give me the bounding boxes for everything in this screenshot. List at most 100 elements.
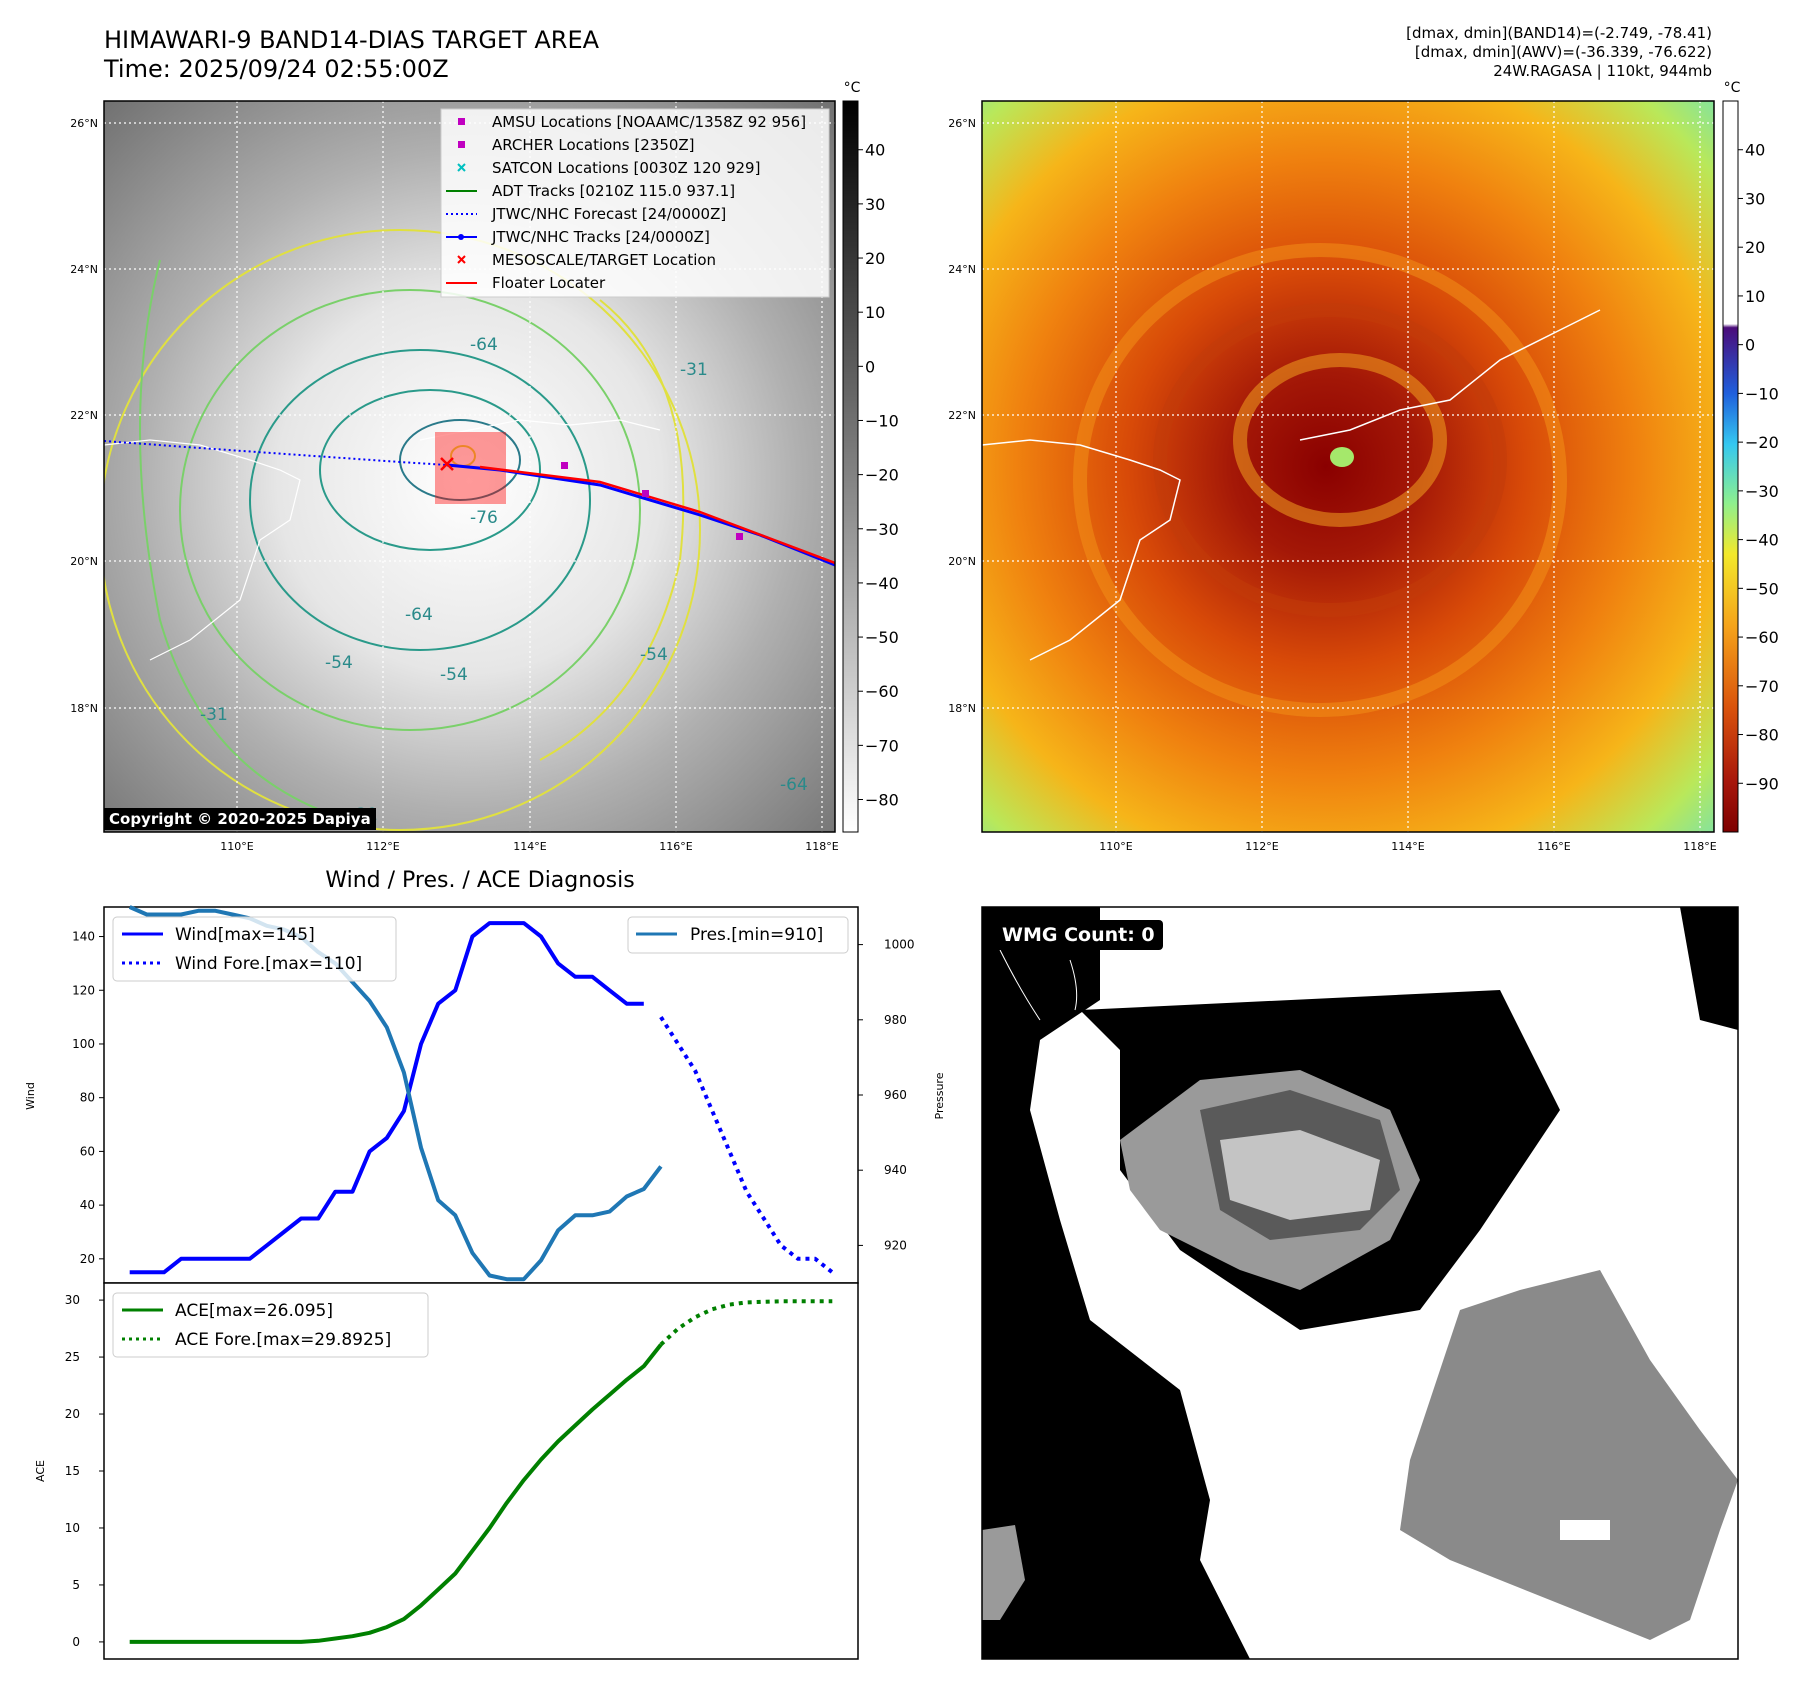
wind-tick: 140 [72,930,95,944]
ir-lon-label: 118°E [805,840,838,853]
ace-tick: 25 [65,1350,80,1364]
band14-cbar-tick: 10 [865,303,885,322]
pressure-tick: 960 [884,1088,907,1102]
band14-cbar-tick: 30 [865,195,885,214]
wmg-panel [982,907,1738,1659]
wmg-count-label: WMG Count: 0 [994,920,1163,950]
band14-cbar-tick: −70 [865,736,899,755]
track-legend: AMSU Locations [NOAAMC/1358Z 92 956] ARCH… [440,108,830,298]
awv-cbar-tick: −90 [1745,774,1779,793]
pressure-legend: Pres.[min=910] [627,916,849,954]
ace-tick: 0 [72,1635,80,1649]
contour-label: -64 [405,605,433,625]
ace-axis-label: ACE [34,1460,47,1482]
ace-fore-legend-label: ACE Fore.[max=29.8925] [175,1330,391,1350]
ir-lat-label: 20°N [70,555,98,568]
awv-lat-label: 22°N [948,409,976,422]
track-legend-label: JTWC/NHC Tracks [24/0000Z] [491,228,710,246]
wind-axis-label: Wind [24,1082,37,1110]
awv-map-labels: 26°N 24°N 22°N 20°N 18°N 110°E 112°E 114°E 116°E… [948,80,1740,853]
band14-cbar-tick: −20 [865,466,899,485]
band14-cbar-tick: −30 [865,520,899,539]
ace-tick: 30 [65,1293,80,1307]
ir-lon-label: 116°E [659,840,692,853]
awv-cbar-tick: 20 [1745,238,1765,257]
ir-lon-label: 110°E [220,840,253,853]
track-legend-label: AMSU Locations [NOAAMC/1358Z 92 956] [492,113,806,131]
ir-lon-label: 114°E [513,840,546,853]
awv-cbar-tick: −50 [1745,579,1779,598]
band14-cbar-tick: 40 [865,141,885,160]
copyright-label: Copyright © 2020-2025 Dapiya [104,808,376,830]
timeseries-ticks: 20 40 60 80 100 120 140 920 940 960 980 1000 0 5 10 15 2… [65,930,915,1649]
band14-cbar-tick: −40 [865,574,899,593]
pressure-axis-label: Pressure [933,1072,946,1119]
ir-unit-label: °C [844,80,861,96]
awv-cbar-tick: 0 [1745,336,1755,355]
track-legend-label: JTWC/NHC Forecast [24/0000Z] [491,205,726,223]
contour-label: -64 [780,775,808,795]
track-legend-label: MESOSCALE/TARGET Location [492,251,716,269]
awv-lat-label: 20°N [948,555,976,568]
ir-lat-label: 22°N [70,409,98,422]
contour-label: -31 [680,360,708,380]
awv-lon-label: 112°E [1245,840,1278,853]
track-legend-label: ADT Tracks [0210Z 115.0 937.1] [492,182,735,200]
pressure-tick: 920 [884,1238,907,1252]
ir-lat-label: 18°N [70,702,98,715]
track-legend-label: SATCON Locations [0030Z 120 929] [492,159,760,177]
band14-cbar-tick: −50 [865,628,899,647]
awv-lon-label: 114°E [1391,840,1424,853]
pressure-tick: 980 [884,1013,907,1027]
awv-range: [dmax, dmin](AWV)=(-36.339, -76.622) [1414,43,1712,61]
pressure-tick: 1000 [884,938,915,952]
band14-colorbar [842,100,859,833]
awv-cbar-tick: 30 [1745,189,1765,208]
awv-cbar-tick: −60 [1745,628,1779,647]
ace-line [129,1343,663,1644]
wind-tick: 100 [72,1037,95,1051]
awv-unit-label: °C [1724,80,1741,96]
pressure-line [128,905,663,1282]
contour-label: -54 [640,645,668,665]
awv-lat-label: 24°N [948,263,976,276]
contour-label: -76 [470,508,498,528]
wind-tick: 40 [80,1198,95,1212]
ir-lat-label: 26°N [70,117,98,130]
band14-cbar-tick: 0 [865,357,875,376]
pressure-tick: 940 [884,1163,907,1177]
ace-legend-label: ACE[max=26.095] [175,1301,333,1321]
contour-label: -31 [200,705,228,725]
contour-label: -54 [440,665,468,685]
ace-tick: 20 [65,1407,80,1421]
band14-cbar-tick: −10 [865,411,899,430]
awv-lat-label: 26°N [948,117,976,130]
awv-colorbar-ticks: 40 30 20 10 0 −10 −20 −30 −40 −50 −60 −70 −80 −90 [1738,141,1779,793]
wind-tick: 60 [80,1144,95,1158]
awv-lat-label: 18°N [948,702,976,715]
figure-time: Time: 2025/09/24 02:55:00Z [104,55,449,83]
awv-lon-label: 118°E [1683,840,1716,853]
awv-colorbar [1722,100,1739,833]
contour-label: -54 [325,653,353,673]
awv-lon-label: 110°E [1099,840,1132,853]
diagnosis-title: Wind / Pres. / ACE Diagnosis [325,868,634,893]
wind-tick: 120 [72,983,95,997]
wind-tick: 20 [80,1252,95,1266]
storm-info: 24W.RAGASA | 110kt, 944mb [1493,62,1712,80]
band14-colorbar-ticks: 40 30 20 10 0 −10 −20 −30 −40 −50 −60 −70 −80 [858,141,899,810]
ir-lat-label: 24°N [70,263,98,276]
ir-map-labels: 26°N 24°N 22°N 20°N 18°N 110°E 112°E 114°E 116°E… [70,80,860,853]
band14-cbar-tick: −80 [865,791,899,810]
timeseries-lines [128,905,834,1644]
awv-map-panel [982,101,1714,832]
ace-tick: 5 [72,1578,80,1592]
wind-tick: 80 [80,1091,95,1105]
awv-cbar-tick: 40 [1745,141,1765,160]
ir-lon-label: 112°E [366,840,399,853]
awv-cbar-tick: −10 [1745,384,1779,403]
awv-cbar-tick: −30 [1745,482,1779,501]
contour-label: -64 [470,335,498,355]
ace-legend: ACE[max=26.095] ACE Fore.[max=29.8925] [112,1292,429,1358]
band14-cbar-tick: 20 [865,249,885,268]
